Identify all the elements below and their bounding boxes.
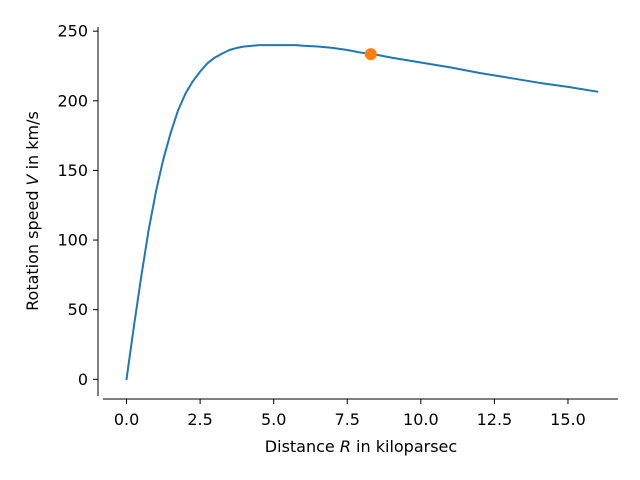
x-tick-label: 15.0	[550, 410, 586, 429]
y-tick-label: 50	[68, 300, 88, 319]
y-axis-label: Rotation speed V in km/s	[23, 111, 42, 311]
y-axis: 0 50 100 150 200 250	[57, 22, 99, 396]
x-tick-label: 5.0	[261, 410, 286, 429]
x-tick-label: 0.0	[114, 410, 139, 429]
x-tick-label: 2.5	[187, 410, 212, 429]
x-axis: 0.0 2.5 5.0 7.5 10.0 12.5 15.0	[103, 398, 618, 429]
x-ticks: 0.0 2.5 5.0 7.5 10.0 12.5 15.0	[114, 399, 586, 429]
sun-position-marker	[364, 48, 377, 61]
y-tick-label: 100	[57, 231, 88, 250]
y-tick-label: 0	[78, 370, 88, 389]
y-tick-label: 150	[57, 161, 88, 180]
x-tick-label: 12.5	[477, 410, 513, 429]
x-tick-label: 10.0	[403, 410, 439, 429]
plot-area	[125, 44, 599, 381]
y-ticks: 0 50 100 150 200 250	[57, 22, 98, 389]
rotation-speed-line	[125, 44, 599, 381]
x-axis-label: Distance R in kiloparsec	[265, 437, 457, 456]
y-tick-label: 200	[57, 91, 88, 110]
y-tick-label: 250	[57, 22, 88, 41]
x-tick-label: 7.5	[335, 410, 360, 429]
